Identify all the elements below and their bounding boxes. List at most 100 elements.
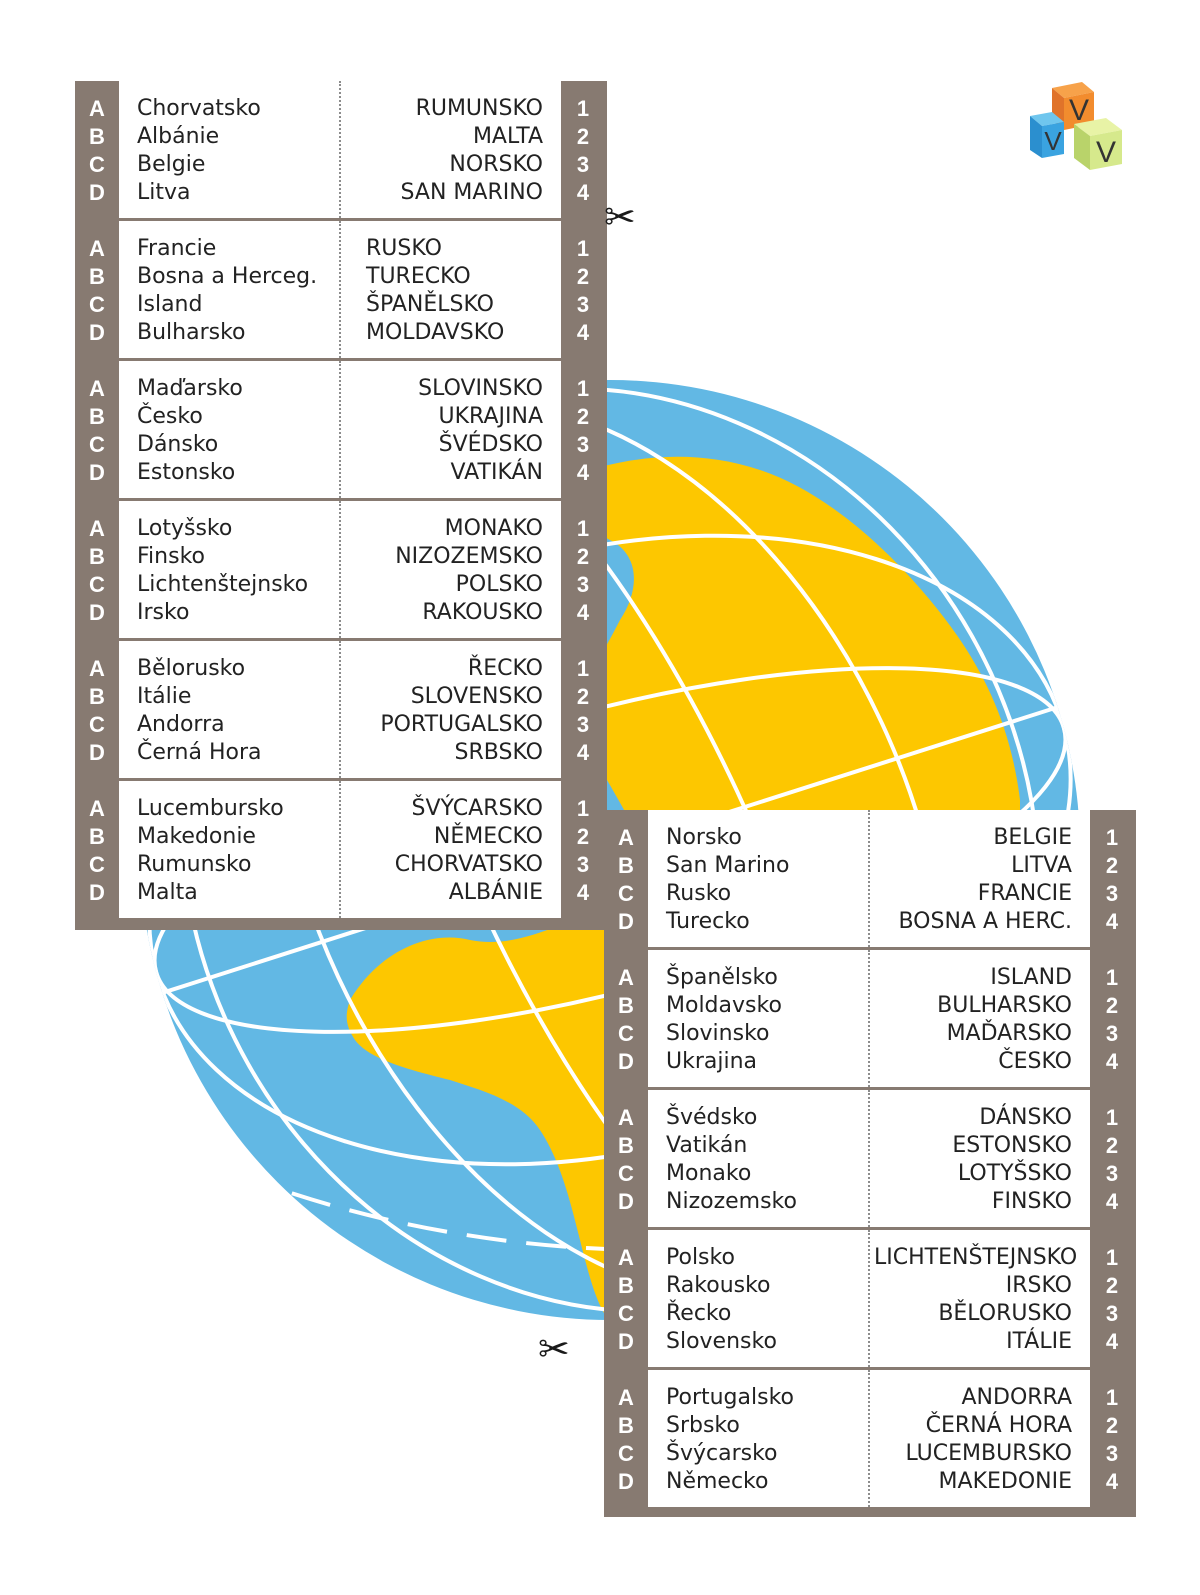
row-letter: B — [618, 853, 634, 878]
country-caps: DÁNSKO — [979, 1105, 1072, 1130]
country-name: Finsko — [137, 544, 205, 569]
row-letter: A — [89, 656, 105, 681]
number-column: 1 2 3 4 — [561, 81, 605, 218]
logo-cube-blue: V — [1030, 112, 1064, 158]
dotted-divider — [339, 501, 341, 638]
row-letter: D — [618, 1049, 634, 1074]
number-column: 1 2 3 4 — [561, 221, 605, 358]
number-column: 1 2 3 4 — [561, 361, 605, 498]
row-number: 2 — [1105, 1413, 1119, 1438]
country-name: Norsko — [666, 825, 742, 850]
country-name-column: Francie Bosna a Herceg. Island Bulharsko — [137, 221, 337, 358]
match-card: A B C D 1 2 3 4 Polsko Rakousko Řecko Slovensko LICH… — [618, 1230, 1118, 1367]
country-caps: LOTYŠSKO — [957, 1161, 1072, 1186]
number-column: 1 2 3 4 — [1090, 1370, 1134, 1507]
row-letter: A — [89, 516, 105, 541]
number-column: 1 2 3 4 — [561, 781, 605, 918]
country-name: Řecko — [666, 1301, 732, 1326]
country-name: Bulharsko — [137, 320, 246, 345]
country-name: Estonsko — [137, 460, 236, 485]
row-letter: C — [89, 712, 105, 737]
row-number: 3 — [1105, 1441, 1119, 1466]
row-letter: A — [618, 1105, 634, 1130]
country-caps: NORSKO — [449, 152, 543, 177]
row-letter: D — [618, 1329, 634, 1354]
country-name: Srbsko — [666, 1413, 740, 1438]
row-letter: C — [89, 292, 105, 317]
row-number: 1 — [576, 656, 590, 681]
vvv-logo: V V V — [1030, 82, 1122, 170]
country-caps: VATIKÁN — [450, 460, 543, 485]
country-caps: BĚLORUSKO — [938, 1301, 1072, 1326]
row-number: 2 — [576, 684, 590, 709]
row-number: 3 — [576, 712, 590, 737]
row-number: 2 — [1105, 993, 1119, 1018]
row-letter: A — [89, 376, 105, 401]
row-letter: C — [618, 1301, 634, 1326]
match-card: A B C D 1 2 3 4 Španělsko Moldavsko Slovinsko Ukraj… — [618, 950, 1118, 1087]
row-letter: C — [89, 432, 105, 457]
country-caps: NIZOZEMSKO — [395, 544, 543, 569]
dotted-divider — [868, 1370, 870, 1507]
country-name: Bělorusko — [137, 656, 246, 681]
row-letter: C — [618, 1441, 634, 1466]
row-number: 4 — [1105, 1049, 1119, 1074]
country-caps: ESTONSKO — [952, 1133, 1072, 1158]
country-name-column: Lotyšsko Finsko Lichtenštejnsko Irsko — [137, 501, 337, 638]
country-name: Turecko — [666, 909, 750, 934]
row-letter: D — [89, 460, 105, 485]
country-caps: ALBÁNIE — [448, 880, 543, 905]
row-number: 1 — [1105, 1245, 1119, 1270]
svg-text:V: V — [1069, 94, 1089, 127]
row-number: 4 — [1105, 1469, 1119, 1494]
country-name: Belgie — [137, 152, 206, 177]
country-name: Švýcarsko — [666, 1441, 778, 1466]
country-name: Portugalsko — [666, 1385, 794, 1410]
row-number: 1 — [576, 96, 590, 121]
row-number: 4 — [576, 600, 590, 625]
row-number: 2 — [1105, 1133, 1119, 1158]
row-number: 1 — [1105, 825, 1119, 850]
country-caps: FINSKO — [991, 1189, 1072, 1214]
row-letter: D — [618, 1189, 634, 1214]
capital-caps-column: LICHTENŠTEJNSKO IRSKO BĚLORUSKO ITÁLIE — [874, 1230, 1077, 1367]
number-column: 1 2 3 4 — [1090, 950, 1134, 1087]
country-caps: CHORVATSKO — [394, 852, 543, 877]
capital-caps-column: ISLAND BULHARSKO MAĎARSKO ČESKO — [874, 950, 1072, 1087]
capital-caps-column: RUSKO TURECKO ŠPANĚLSKO MOLDAVSKO — [366, 221, 564, 358]
row-number: 1 — [1105, 965, 1119, 990]
country-name: Moldavsko — [666, 993, 782, 1018]
country-name-column: Portugalsko Srbsko Švýcarsko Německo — [666, 1370, 866, 1507]
country-name: Andorra — [137, 712, 225, 737]
country-caps: ITÁLIE — [1006, 1329, 1072, 1354]
row-letter: D — [618, 909, 634, 934]
country-name: San Marino — [666, 853, 790, 878]
country-name: Česko — [137, 404, 203, 429]
country-name: Lichtenštejnsko — [137, 572, 309, 597]
logo-cube-orange: V — [1052, 82, 1094, 130]
row-number: 3 — [1105, 1301, 1119, 1326]
dotted-divider — [868, 810, 870, 947]
row-number: 2 — [1105, 1273, 1119, 1298]
country-name: Německo — [666, 1469, 769, 1494]
row-number: 1 — [576, 376, 590, 401]
row-letter: A — [618, 825, 634, 850]
scissors-icon: ✂ — [538, 1327, 570, 1371]
country-name: Rakousko — [666, 1273, 771, 1298]
capital-caps-column: BELGIE LITVA FRANCIE BOSNA A HERC. — [874, 810, 1072, 947]
row-number: 3 — [576, 432, 590, 457]
row-number: 1 — [1105, 1105, 1119, 1130]
row-letter: D — [89, 600, 105, 625]
country-caps: NĚMECKO — [433, 824, 543, 849]
country-caps: ŠVÉDSKO — [438, 432, 543, 457]
row-letter: C — [89, 572, 105, 597]
svg-text:V: V — [1044, 126, 1062, 156]
row-number: 3 — [576, 152, 590, 177]
row-letter: D — [89, 320, 105, 345]
